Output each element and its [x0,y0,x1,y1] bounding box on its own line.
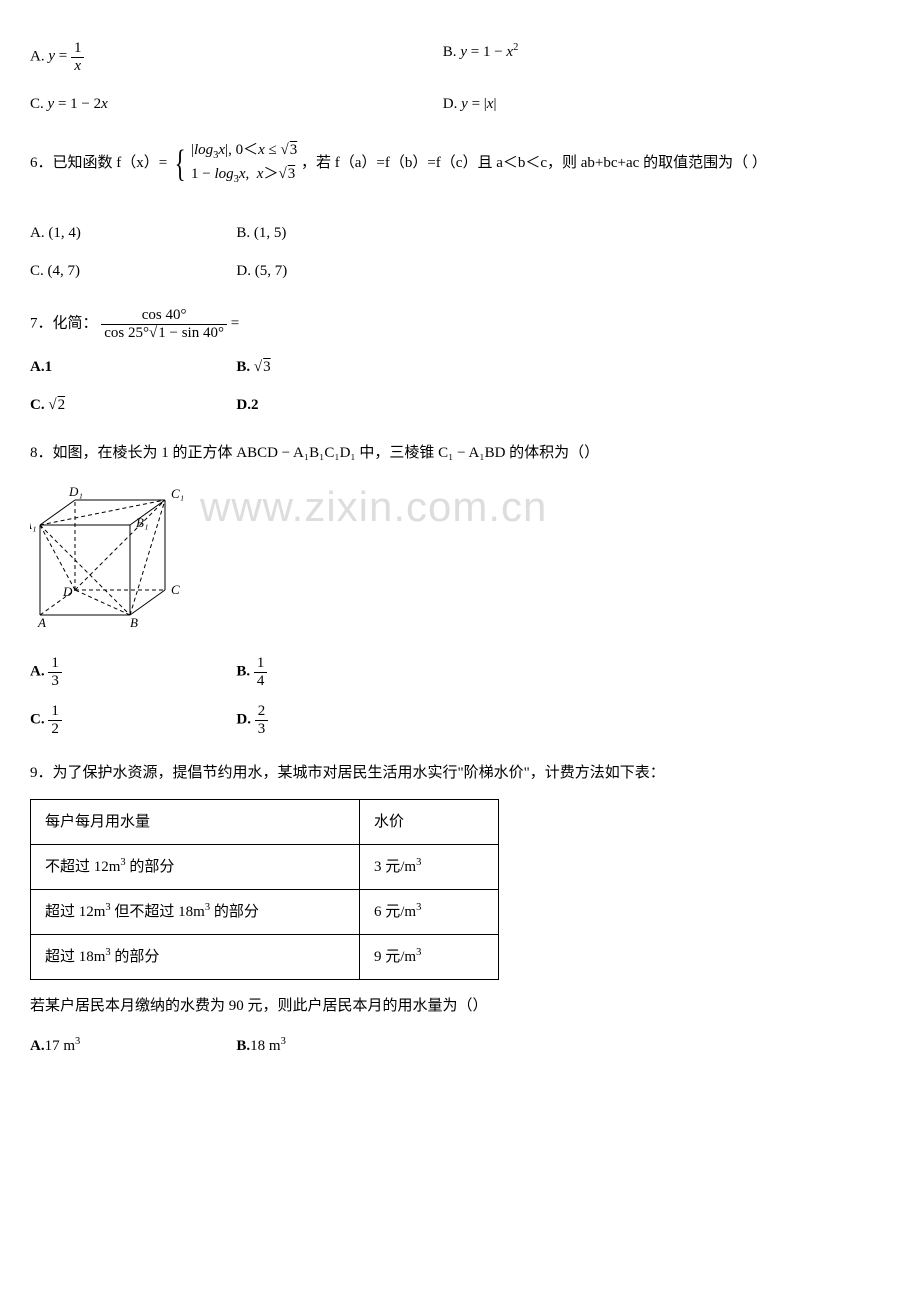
watermark-text: www.zixin.com.cn [200,473,547,540]
table-cell: 每户每月用水量 [31,800,360,845]
q5-option-B: B. y = 1 − x2 [443,40,890,74]
table-cell: 3 元/m3 [360,845,499,890]
q5-options-row2: C. y = 1 − 2x D. y = |x| [30,92,890,116]
svg-text:C: C [171,582,180,597]
q6-piece2: 1 − log3x, x＞√3 [191,164,297,188]
q6-opts-row1: A. (1, 4) B. (1, 5) [30,221,890,245]
opt-label: A. [30,48,45,64]
q8-opt-B: B. 14 [236,655,890,689]
q5-option-A: A. y = 1x [30,40,443,74]
q7-stem: 7．化简： cos 40° cos 25°√1 − sin 40° = [30,307,890,341]
q5-option-D: D. y = |x| [443,92,890,116]
q6-piece1: |log3x|, 0＜x ≤ √3 [191,140,297,164]
q7-opt-A: A.1 [30,355,236,379]
q6-mid: ，若 f（a）=f（b）=f（c）且 a＜b＜c，则 ab+bc+ac 的取值范… [301,155,767,171]
table-cell: 水价 [360,800,499,845]
opt-math: y = 1 − 2x [48,96,108,112]
svg-text:B: B [130,615,138,630]
piecewise-icon: { |log3x|, 0＜x ≤ √3 1 − log3x, x＞√3 [171,140,297,187]
q9-table: 每户每月用水量水价不超过 12m3 的部分3 元/m3超过 12m3 但不超过 … [30,799,499,980]
q6-opt-D: D. (5, 7) [236,259,890,283]
q7-prefix: 7．化简： [30,316,98,332]
q8-opts-row2: C. 12 D. 23 [30,703,890,737]
q5-option-C: C. y = 1 − 2x [30,92,443,116]
q7-opt-D: D.2 [236,393,890,417]
q7-fraction: cos 40° cos 25°√1 − sin 40° [101,307,227,341]
opt-label: C. [30,96,44,112]
q9-stem: 9．为了保护水资源，提倡节约用水，某城市对居民生活用水实行"阶梯水价"，计费方法… [30,761,890,785]
svg-text:D₁: D₁ [68,485,83,499]
q5-options-row1: A. y = 1x B. y = 1 − x2 [30,40,890,74]
opt-math: y = |x| [461,96,496,112]
q6-opt-C: C. (4, 7) [30,259,236,283]
q7-opt-B: B. √3 [236,355,890,379]
table-cell: 9 元/m3 [360,935,499,980]
q6-opt-A: A. (1, 4) [30,221,236,245]
svg-text:D: D [62,584,73,599]
q8-stem: 8．如图，在棱长为 1 的正方体 ABCD − A₁B₁C₁D₁ 中，三棱锥 C… [30,441,890,465]
q6-prefix: 6．已知函数 f（x）= [30,155,167,171]
q6-opts-row2: C. (4, 7) D. (5, 7) [30,259,890,283]
q7-num: cos 40° [101,307,227,325]
q7-suffix: = [231,316,239,332]
q6-stem: 6．已知函数 f（x）= { |log3x|, 0＜x ≤ √3 1 − log… [30,140,890,187]
q7-opts-row1: A.1 B. √3 [30,355,890,379]
q9-opt-B: B.18 m3 [236,1034,890,1058]
cube-diagram: A B C D A₁ B₁ C₁ D₁ [30,485,190,643]
q7-den: cos 25°√1 − sin 40° [101,325,227,342]
table-cell: 超过 12m3 但不超过 18m3 的部分 [31,890,360,935]
q8-opt-A: A. 13 [30,655,236,689]
q7-opt-C: C. √2 [30,393,236,417]
svg-text:C₁: C₁ [171,486,184,501]
q9-opt-A: A.17 m3 [30,1034,236,1058]
opt-label: B. [443,44,457,60]
table-cell: 6 元/m3 [360,890,499,935]
q9-opts-row1: A.17 m3 B.18 m3 [30,1034,890,1058]
svg-text:A₁: A₁ [30,517,36,532]
table-cell: 不超过 12m3 的部分 [31,845,360,890]
svg-text:A: A [37,615,46,630]
table-cell: 超过 18m3 的部分 [31,935,360,980]
q8-opt-C: C. 12 [30,703,236,737]
q6-opt-B: B. (1, 5) [236,221,890,245]
q9-tail: 若某户居民本月缴纳的水费为 90 元，则此户居民本月的用水量为（） [30,994,890,1018]
q8-opt-D: D. 23 [236,703,890,737]
opt-math: y = 1 − x2 [460,44,518,60]
q7-opts-row2: C. √2 D.2 [30,393,890,417]
svg-text:B₁: B₁ [136,515,148,530]
q8-opts-row1: A. 13 B. 14 [30,655,890,689]
opt-label: D. [443,96,458,112]
opt-math: y = 1x [48,48,84,64]
